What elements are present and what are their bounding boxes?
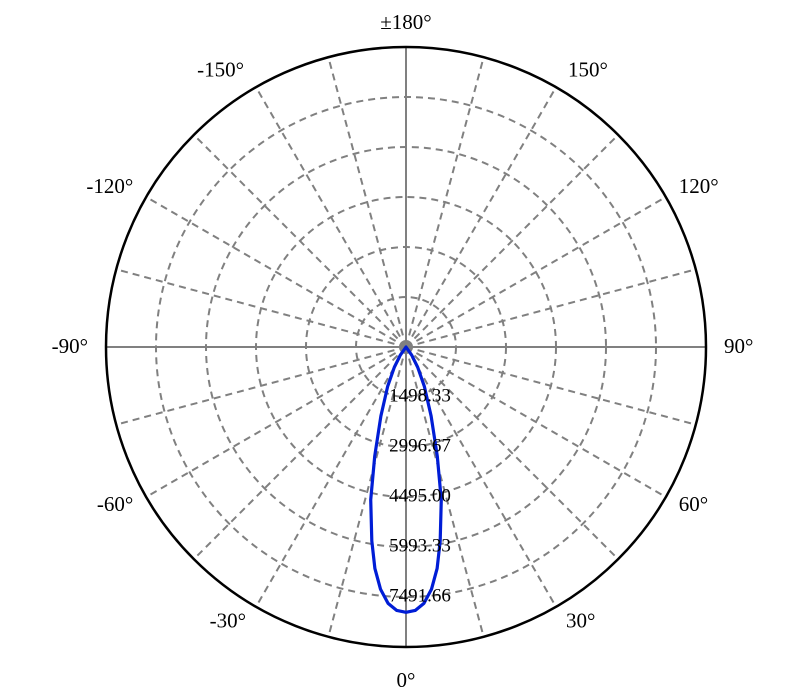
grid-spoke [116,269,406,347]
grid-spoke [406,135,618,347]
grid-spoke [328,57,406,347]
radial-label: 1498.33 [389,385,451,406]
radial-labels: 1498.33 2996.67 4495.00 5993.33 7491.66 [389,385,451,606]
radial-label: 2996.67 [389,435,451,456]
grid-spoke [194,135,406,347]
grid-spoke [406,87,556,347]
grid-spoke [146,347,406,497]
angle-label: 60° [679,492,708,516]
angle-label: 150° [568,57,608,81]
angle-label: 120° [679,174,719,198]
angle-label: ±180° [380,10,431,34]
angle-label: -60° [97,492,133,516]
grid-spoke [406,197,666,347]
radial-label: 7491.66 [389,585,451,606]
angle-label: -150° [197,57,244,81]
grid-spoke [146,197,406,347]
radial-label: 5993.33 [389,535,451,556]
polar-chart: 1498.33 2996.67 4495.00 5993.33 7491.66 ±180°… [0,0,812,692]
radial-label: 4495.00 [389,485,451,506]
grid-spoke [256,87,406,347]
grid-spoke [406,347,666,497]
angle-label: 30° [566,609,595,633]
grid-spoke [256,347,406,607]
angle-label: 90° [724,334,753,358]
angle-label: -90° [52,334,88,358]
angle-label: -30° [210,609,246,633]
angle-label: 0° [397,668,416,692]
angle-label: -120° [86,174,133,198]
grid-spoke [406,269,696,347]
